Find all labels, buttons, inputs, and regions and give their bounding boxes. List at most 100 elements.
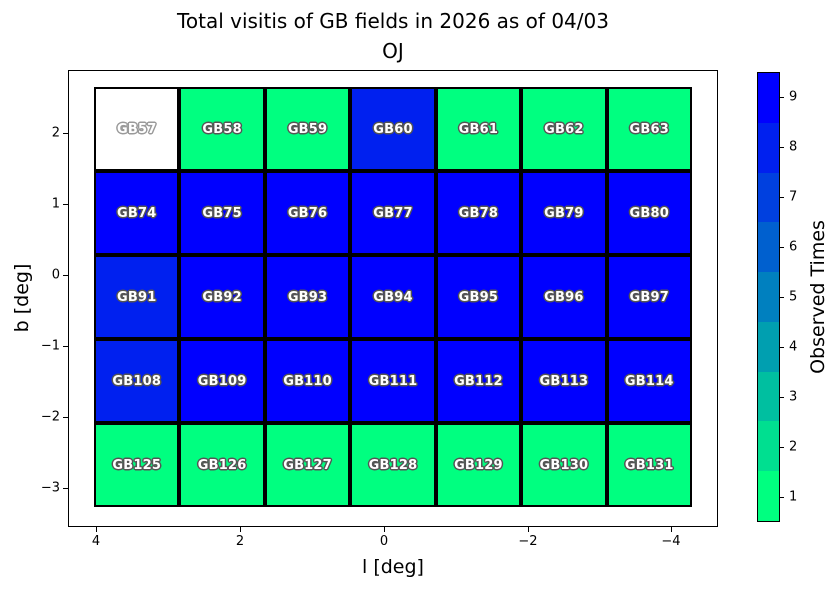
chart-title: Total visitis of GB fields in 2026 as of… — [64, 6, 722, 66]
colorbar-segment-4 — [758, 321, 779, 372]
x-tick-label: 0 — [379, 534, 389, 549]
field-label-gb92: GB92 — [202, 289, 242, 305]
grid-cell-gb76: GB76 — [264, 171, 351, 255]
field-label-gb61: GB61 — [458, 121, 499, 137]
field-label-gb93: GB93 — [287, 289, 328, 305]
grid-cell-gb58: GB58 — [179, 87, 265, 171]
grid-cell-gb74: GB74 — [94, 171, 180, 255]
grid-cell-gb77: GB77 — [350, 171, 436, 255]
grid-cell-gb125: GB125 — [94, 423, 180, 507]
colorbar-tick-mark — [780, 197, 784, 199]
chart-title-line2: OJ — [382, 39, 404, 63]
x-tick-mark — [240, 527, 242, 532]
x-tick-label: −2 — [518, 534, 538, 549]
grid-cell-gb94: GB94 — [350, 255, 436, 339]
field-label-gb97: GB97 — [629, 289, 670, 305]
field-label-gb128: GB128 — [368, 457, 418, 473]
colorbar-tick-mark — [780, 447, 784, 449]
y-tick-label: 2 — [51, 125, 60, 141]
y-tick-mark — [63, 204, 68, 206]
colorbar-segment-3 — [758, 371, 779, 422]
y-tick-label: 0 — [51, 267, 60, 283]
colorbar-tick-mark — [780, 347, 784, 349]
field-label-gb95: GB95 — [458, 289, 499, 305]
y-tick-label: −1 — [40, 338, 60, 354]
field-label-gb96: GB96 — [544, 289, 584, 305]
colorbar-tick-label: 3 — [789, 389, 798, 405]
grid-cell-gb59: GB59 — [264, 87, 351, 171]
grid-cell-gb108: GB108 — [94, 339, 180, 423]
grid-cell-gb62: GB62 — [521, 87, 607, 171]
field-label-gb91: GB91 — [116, 289, 157, 305]
field-label-gb129: GB129 — [454, 457, 503, 473]
field-label-gb94: GB94 — [373, 289, 413, 305]
grid-cell-gb109: GB109 — [179, 339, 265, 423]
colorbar-segment-7 — [758, 172, 779, 223]
field-label-gb80: GB80 — [629, 205, 670, 221]
field-label-gb114: GB114 — [624, 373, 674, 389]
field-label-gb76: GB76 — [287, 205, 328, 221]
colorbar-tick-label: 6 — [789, 239, 798, 255]
grid-cell-gb92: GB92 — [179, 255, 265, 339]
field-label-gb60: GB60 — [373, 121, 413, 137]
colorbar-tick-label: 2 — [789, 439, 798, 455]
colorbar-tick-mark — [780, 97, 784, 99]
colorbar-segment-9 — [758, 73, 779, 123]
field-label-gb58: GB58 — [202, 121, 242, 137]
x-tick-mark — [96, 527, 98, 532]
field-label-gb131: GB131 — [624, 457, 674, 473]
grid-cell-gb111: GB111 — [350, 339, 436, 423]
colorbar-segment-8 — [758, 122, 779, 173]
grid-cell-gb61: GB61 — [435, 87, 522, 171]
colorbar-segment-6 — [758, 222, 779, 273]
grid-cell-gb128: GB128 — [350, 423, 436, 507]
field-label-gb75: GB75 — [202, 205, 242, 221]
field-label-gb78: GB78 — [458, 205, 499, 221]
grid-cell-gb60: GB60 — [350, 87, 436, 171]
y-tick-label: −3 — [40, 480, 60, 496]
colorbar-segment-2 — [758, 421, 779, 472]
grid-cell-gb93: GB93 — [264, 255, 351, 339]
field-label-gb62: GB62 — [544, 121, 584, 137]
field-label-gb113: GB113 — [539, 373, 589, 389]
grid-cell-gb63: GB63 — [606, 87, 692, 171]
grid-cell-gb79: GB79 — [521, 171, 607, 255]
colorbar-tick-label: 8 — [789, 139, 798, 155]
field-label-gb63: GB63 — [629, 121, 670, 137]
colorbar-tick-mark — [780, 297, 784, 299]
colorbar-tick-mark — [780, 497, 784, 499]
field-label-gb74: GB74 — [116, 205, 157, 221]
field-label-gb57: GB57 — [116, 121, 157, 137]
field-label-gb126: GB126 — [197, 457, 247, 473]
colorbar-segment-5 — [758, 272, 779, 322]
field-label-gb130: GB130 — [539, 457, 589, 473]
y-tick-mark — [63, 417, 68, 419]
grid-cell-gb78: GB78 — [435, 171, 522, 255]
y-axis-label: b [deg] — [11, 263, 33, 333]
x-tick-mark — [671, 527, 673, 532]
x-tick-mark — [384, 527, 386, 532]
field-label-gb112: GB112 — [454, 373, 503, 389]
field-label-gb108: GB108 — [112, 373, 162, 389]
field-label-gb77: GB77 — [373, 205, 413, 221]
colorbar-tick-mark — [780, 397, 784, 399]
grid-cell-gb130: GB130 — [521, 423, 607, 507]
colorbar-segment-1 — [758, 471, 779, 522]
field-label-gb59: GB59 — [287, 121, 328, 137]
grid-cell-gb131: GB131 — [606, 423, 692, 507]
field-label-gb109: GB109 — [197, 373, 247, 389]
colorbar — [757, 72, 780, 522]
grid-cell-gb129: GB129 — [435, 423, 522, 507]
grid-cell-gb127: GB127 — [264, 423, 351, 507]
grid-cell-gb75: GB75 — [179, 171, 265, 255]
y-tick-mark — [63, 275, 68, 277]
colorbar-tick-mark — [780, 147, 784, 149]
colorbar-tick-mark — [780, 247, 784, 249]
colorbar-tick-label: 7 — [789, 189, 798, 205]
x-axis-label: l [deg] — [362, 556, 424, 578]
y-tick-mark — [63, 346, 68, 348]
grid-cell-gb97: GB97 — [606, 255, 692, 339]
grid-cell-gb112: GB112 — [435, 339, 522, 423]
plot-area: GB57 GB58 GB59 GB60 GB61 GB62 GB63 GB74 GB75 GB76… — [68, 70, 718, 527]
grid-cell-gb95: GB95 — [435, 255, 522, 339]
